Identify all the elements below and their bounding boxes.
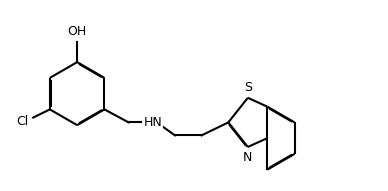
Text: S: S bbox=[244, 81, 252, 94]
Text: Cl: Cl bbox=[16, 115, 28, 128]
Text: HN: HN bbox=[143, 116, 162, 129]
Text: OH: OH bbox=[68, 25, 87, 38]
Text: N: N bbox=[243, 151, 253, 164]
